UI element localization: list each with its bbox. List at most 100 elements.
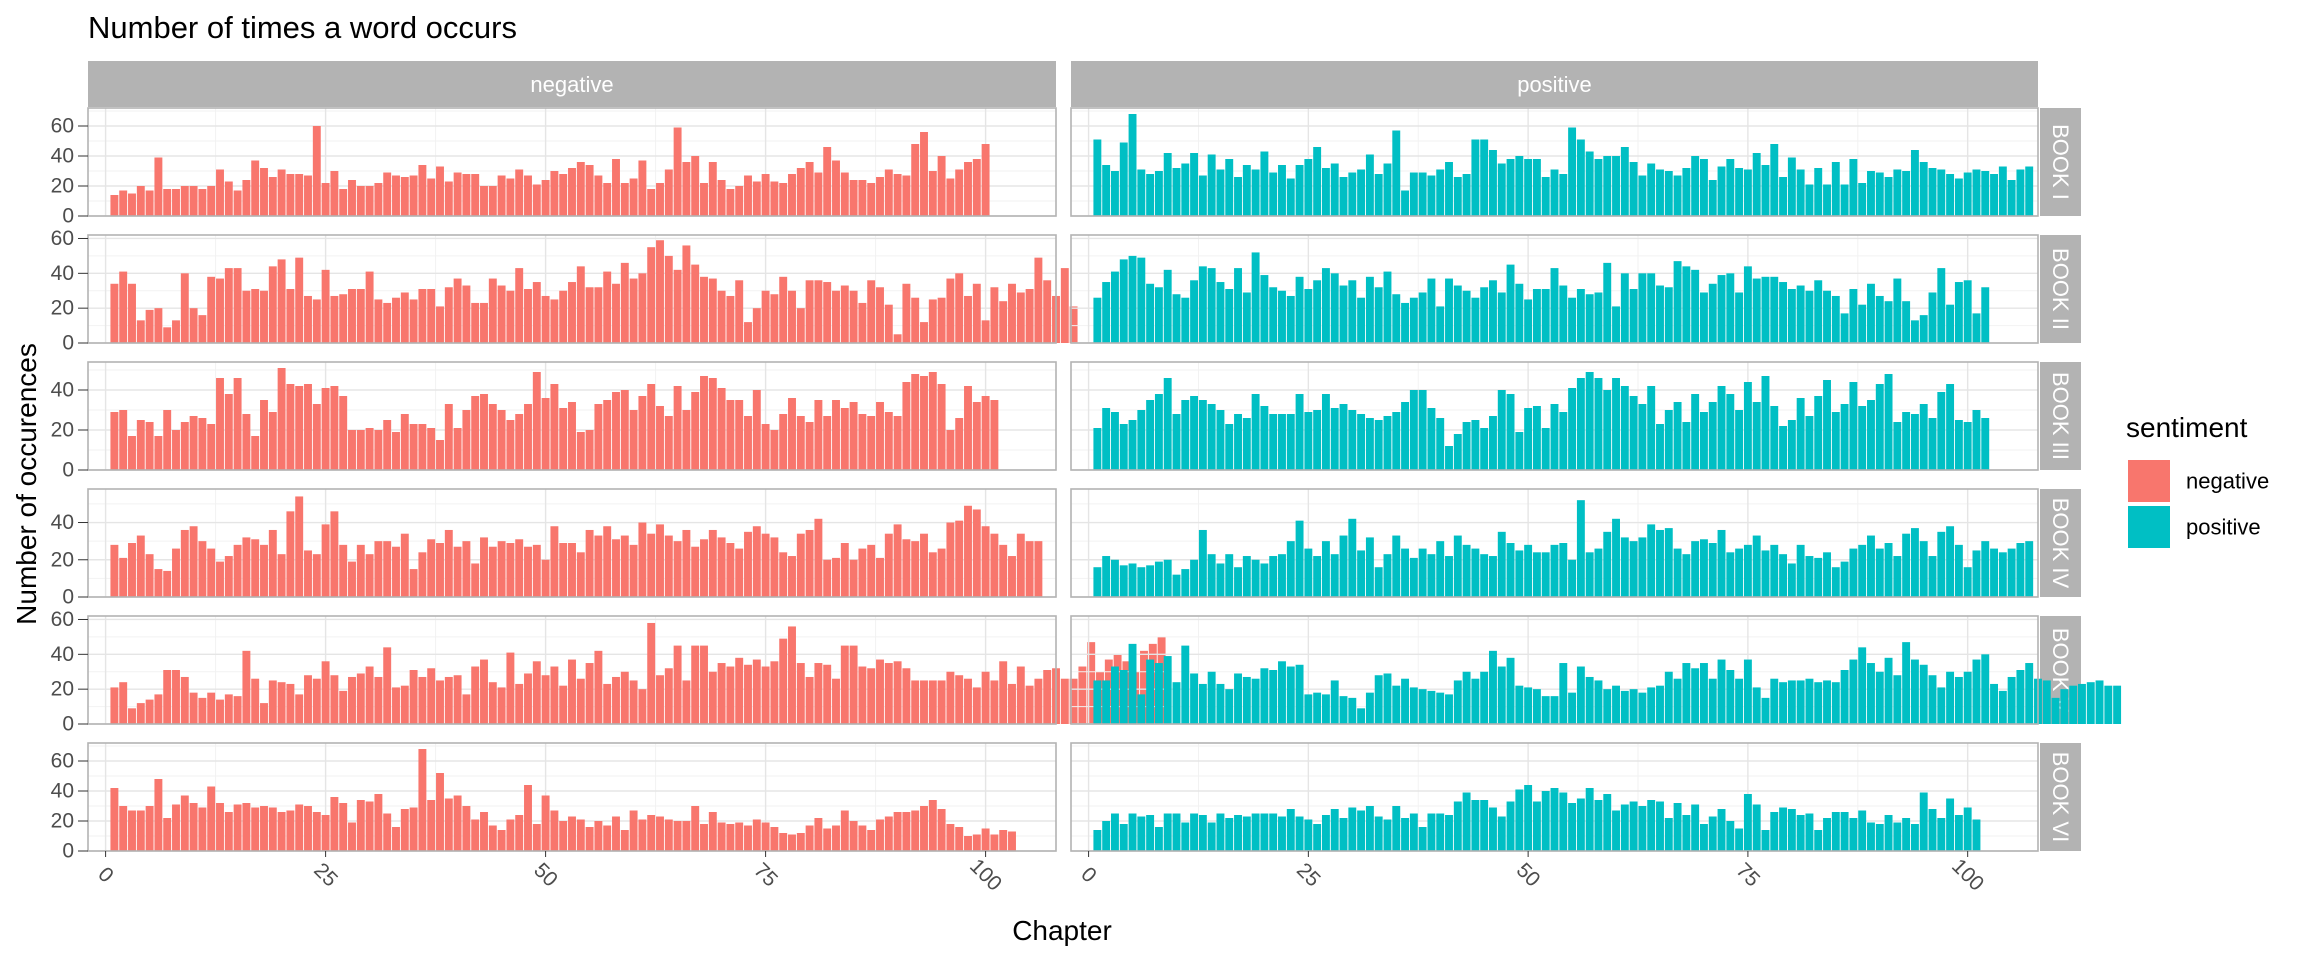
bar [770, 294, 779, 343]
bar [1383, 271, 1392, 343]
bar [497, 687, 506, 724]
bar [735, 822, 744, 851]
bar [251, 807, 260, 851]
bar [1140, 650, 1148, 724]
bar [1515, 432, 1524, 470]
bar [1814, 830, 1823, 851]
bar [471, 819, 480, 851]
bar [744, 531, 752, 597]
bar [1313, 410, 1322, 470]
bar [770, 827, 779, 851]
bar [1682, 266, 1691, 343]
bar [1093, 680, 1102, 724]
bar [2113, 685, 2122, 724]
bar [1849, 382, 1858, 470]
bar [136, 186, 145, 216]
bar [524, 404, 532, 470]
bar [1787, 289, 1796, 343]
x-tick-label: 75 [1732, 859, 1765, 892]
bar [1365, 692, 1374, 724]
bar [629, 810, 638, 851]
bar [576, 162, 585, 216]
row-strip [2040, 743, 2081, 851]
bar [339, 690, 348, 724]
row-strip-label: BOOK I [2048, 124, 2073, 200]
bar [726, 400, 735, 470]
bar [1770, 544, 1779, 597]
bar [1251, 559, 1260, 597]
bar [550, 299, 559, 343]
x-tick-label: 50 [1512, 859, 1545, 892]
bar [1216, 563, 1225, 597]
bar [418, 749, 427, 851]
bar [1726, 159, 1735, 216]
bar [1981, 171, 1990, 216]
bar [1726, 273, 1735, 343]
bar [1805, 416, 1814, 470]
bar [1603, 262, 1612, 343]
bar [1823, 680, 1831, 724]
chart-title: Number of times a word occurs [88, 10, 517, 45]
bar [1216, 169, 1225, 216]
bar [506, 819, 515, 851]
bar [1638, 404, 1647, 470]
bar [1576, 666, 1585, 724]
bar [858, 548, 867, 597]
y-tick-label: 20 [51, 297, 74, 320]
bar [1858, 544, 1867, 597]
bar [1963, 671, 1972, 724]
bar [603, 183, 612, 216]
bar [576, 819, 585, 851]
x-tick-label: 0 [93, 863, 118, 888]
bar [2016, 543, 2025, 597]
bar [779, 183, 788, 216]
bar [154, 157, 163, 216]
bar [1946, 798, 1955, 851]
bar [1190, 396, 1199, 470]
bar [180, 529, 189, 597]
bar [119, 410, 128, 470]
bar [1260, 406, 1269, 470]
bar [462, 694, 471, 724]
bar [224, 181, 233, 216]
legend-label-positive: positive [2186, 515, 2261, 540]
bar [946, 178, 955, 216]
bar [981, 320, 990, 343]
bar [1313, 692, 1322, 724]
bar [1374, 567, 1383, 597]
bar [1025, 541, 1034, 597]
panel-border [87, 361, 1057, 471]
bar [242, 414, 251, 470]
bar [1278, 816, 1286, 851]
bar [981, 671, 990, 724]
bar [1497, 390, 1506, 470]
bar [224, 394, 233, 470]
bar [1198, 175, 1207, 216]
bar [629, 544, 638, 597]
bar [594, 535, 603, 597]
bar [444, 676, 453, 724]
bar [1743, 794, 1752, 851]
bar [629, 178, 638, 216]
bar [1339, 177, 1348, 216]
bar [365, 428, 374, 470]
bar [972, 159, 981, 216]
bar [779, 833, 788, 851]
bar [1489, 556, 1497, 597]
panel-border [1070, 488, 2039, 598]
bar [1497, 816, 1506, 851]
bar [136, 320, 145, 343]
bar [1787, 809, 1796, 851]
bar [1893, 556, 1902, 597]
bar [1087, 642, 1096, 724]
bar [920, 533, 928, 597]
bar [682, 410, 691, 470]
bar [1576, 798, 1585, 851]
bar [1717, 386, 1726, 470]
bar [1937, 169, 1946, 216]
bar [1752, 687, 1761, 724]
bar [1840, 812, 1849, 851]
bar [1348, 280, 1357, 343]
bar [1946, 304, 1955, 343]
bar [999, 301, 1008, 343]
